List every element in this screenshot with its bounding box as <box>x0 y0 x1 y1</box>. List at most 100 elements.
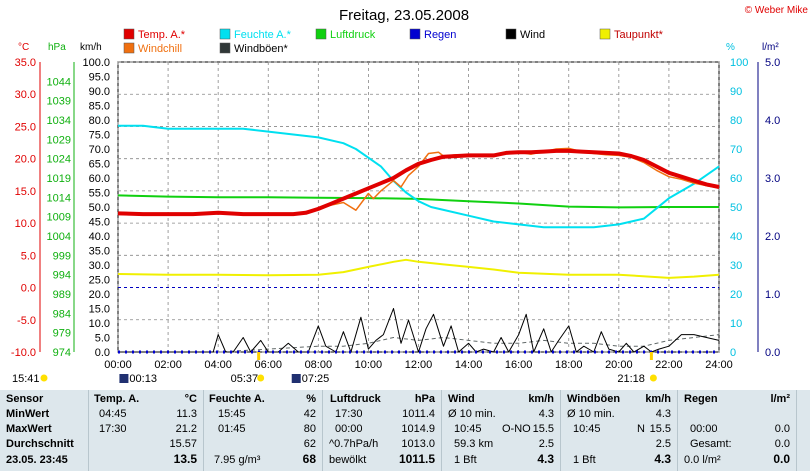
wind-min-value: 4.3 <box>538 408 554 420</box>
temp-current-value: 13.5 <box>173 452 197 466</box>
legend-swatch <box>409 28 421 40</box>
x-tick-label: 00:00 <box>104 359 132 371</box>
wind-tick-label: 85.0 <box>89 101 110 113</box>
header-rain: Regen <box>684 393 718 405</box>
humidity-tick-label: 90 <box>730 86 742 98</box>
temp-axis-unit: °C <box>18 42 29 53</box>
pressure-tick-label: 1034 <box>47 115 71 127</box>
temperature-line <box>117 148 720 217</box>
legend-swatch <box>599 28 611 40</box>
wind-tick-label: 75.0 <box>89 130 110 142</box>
header-pressure-unit: hPa <box>414 393 435 405</box>
gust-max-direction: N <box>637 423 645 435</box>
wind-tick-label: 40.0 <box>89 231 110 243</box>
header-rain-unit: l/m² <box>770 393 790 405</box>
wind-tick-label: 60.0 <box>89 173 110 185</box>
legend-label: Wind <box>520 29 545 41</box>
rain-current-value: 0.0 <box>773 452 790 466</box>
temp-tick-label: 5.0 <box>21 250 36 262</box>
hum-current-value: 68 <box>302 452 316 466</box>
wind-tick-label: 5.0 <box>95 333 110 345</box>
hum-absolute: 7.95 g/m³ <box>214 454 261 466</box>
wind-beaufort: 1 Bft <box>454 454 477 466</box>
press-max-time: 00:00 <box>335 423 363 435</box>
legend-swatch <box>315 28 327 40</box>
humidity-tick-label: 20 <box>730 289 742 301</box>
col-pressure: Luftdruck hPa 17:30 1011.4 00:00 1014.9 … <box>323 390 442 471</box>
row-label-max: MaxWert <box>6 423 52 435</box>
legend-label: Luftdruck <box>330 29 376 41</box>
hum-avg-value: 62 <box>303 438 316 450</box>
pressure-tick-label: 989 <box>53 289 71 301</box>
pressure-tick-label: 1009 <box>47 212 71 224</box>
header-sensor: Sensor <box>6 393 44 405</box>
rain-current-label: 0.0 l/m² <box>684 454 721 466</box>
header-humidity: Feuchte A. <box>209 393 265 405</box>
wind-distance: 59.3 km <box>454 438 494 450</box>
x-tick-label: 20:00 <box>605 359 633 371</box>
x-tick-label: 02:00 <box>154 359 182 371</box>
x-tick-label: 08:00 <box>305 359 333 371</box>
pressure-tick-label: 1019 <box>47 173 71 185</box>
hum-min-value: 42 <box>303 408 316 420</box>
time-start-label: 15:41 <box>12 373 40 385</box>
gusts-line <box>118 334 720 353</box>
humidity-tick-label: 0 <box>730 347 736 359</box>
rain-tick-label: 2.0 <box>765 231 780 243</box>
temp-tick-label: 15.0 <box>15 186 36 198</box>
moonrise-label: 07:25 <box>302 373 330 385</box>
humidity-tick-label: 60 <box>730 173 742 185</box>
temp-tick-label: 25.0 <box>15 121 36 133</box>
pressure-axis-unit: hPa <box>48 42 66 53</box>
rain-max-time: 00:00 <box>690 423 718 435</box>
press-current-value: 1011.5 <box>398 452 435 466</box>
header-wind: Wind <box>448 393 475 405</box>
legend-label: Windböen* <box>234 43 289 55</box>
press-forecast: bewölkt <box>329 454 367 466</box>
humidity-tick-label: 40 <box>730 231 742 243</box>
x-tick-label: 16:00 <box>505 359 533 371</box>
x-tick-label: 04:00 <box>204 359 232 371</box>
moonset-icon <box>119 374 129 383</box>
moonset-label: 00:13 <box>129 373 157 385</box>
temp-tick-label: 35.0 <box>15 57 36 69</box>
sunrise-label: 05:37 <box>231 373 259 385</box>
wind-avg-value: 2.5 <box>538 438 554 450</box>
legend-label: Temp. A.* <box>138 29 186 41</box>
header-humidity-unit: % <box>306 393 316 405</box>
col-humidity: Feuchte A. % 15:45 42 01:45 80 62 7.95 g… <box>204 390 323 471</box>
sun-icon <box>40 374 48 382</box>
legend-swatch <box>505 28 517 40</box>
press-min-time: 17:30 <box>335 408 363 420</box>
x-tick-label: 06:00 <box>254 359 282 371</box>
temp-min-value: 11.3 <box>176 408 197 420</box>
temp-tick-label: -5.0 <box>17 315 36 327</box>
legend-swatch <box>219 28 231 40</box>
hum-max-time: 01:45 <box>218 423 246 435</box>
legend-label: Regen <box>424 29 456 41</box>
gust-max-time: 10:45 <box>573 423 601 435</box>
col-sensor: Sensor MinWert MaxWert Durchschnitt 23.0… <box>0 390 89 471</box>
wind-tick-label: 90.0 <box>89 86 110 98</box>
header-temp: Temp. A. <box>94 393 140 405</box>
humidity-tick-label: 70 <box>730 144 742 156</box>
row-label-current: 23.05. 23:45 <box>6 454 68 466</box>
humidity-tick-label: 30 <box>730 260 742 272</box>
gust-min-value: 4.3 <box>655 408 671 420</box>
wind-tick-label: 20.0 <box>89 289 110 301</box>
col-temp: Temp. A. °C 04:45 11.3 17:30 21.2 15.57 … <box>89 390 204 471</box>
humidity-tick-label: 80 <box>730 115 742 127</box>
wind-tick-label: 55.0 <box>89 188 110 200</box>
chart-title: Freitag, 23.05.2008 <box>339 7 469 24</box>
wind-tick-label: 25.0 <box>89 275 110 287</box>
pressure-tick-label: 994 <box>53 270 71 282</box>
weather-chart: Freitag, 23.05.2008 © Weber Mike Temp. A.*… <box>11 5 809 385</box>
press-min-value: 1011.4 <box>402 408 435 420</box>
rain-max-value: 0.0 <box>774 423 790 435</box>
pressure-tick-label: 1029 <box>47 134 71 146</box>
header-gusts-unit: km/h <box>645 393 671 405</box>
wind-tick-label: 45.0 <box>89 217 110 229</box>
temp-tick-label: 30.0 <box>15 89 36 101</box>
wind-min-label: Ø 10 min. <box>448 408 496 420</box>
header-wind-unit: km/h <box>528 393 554 405</box>
